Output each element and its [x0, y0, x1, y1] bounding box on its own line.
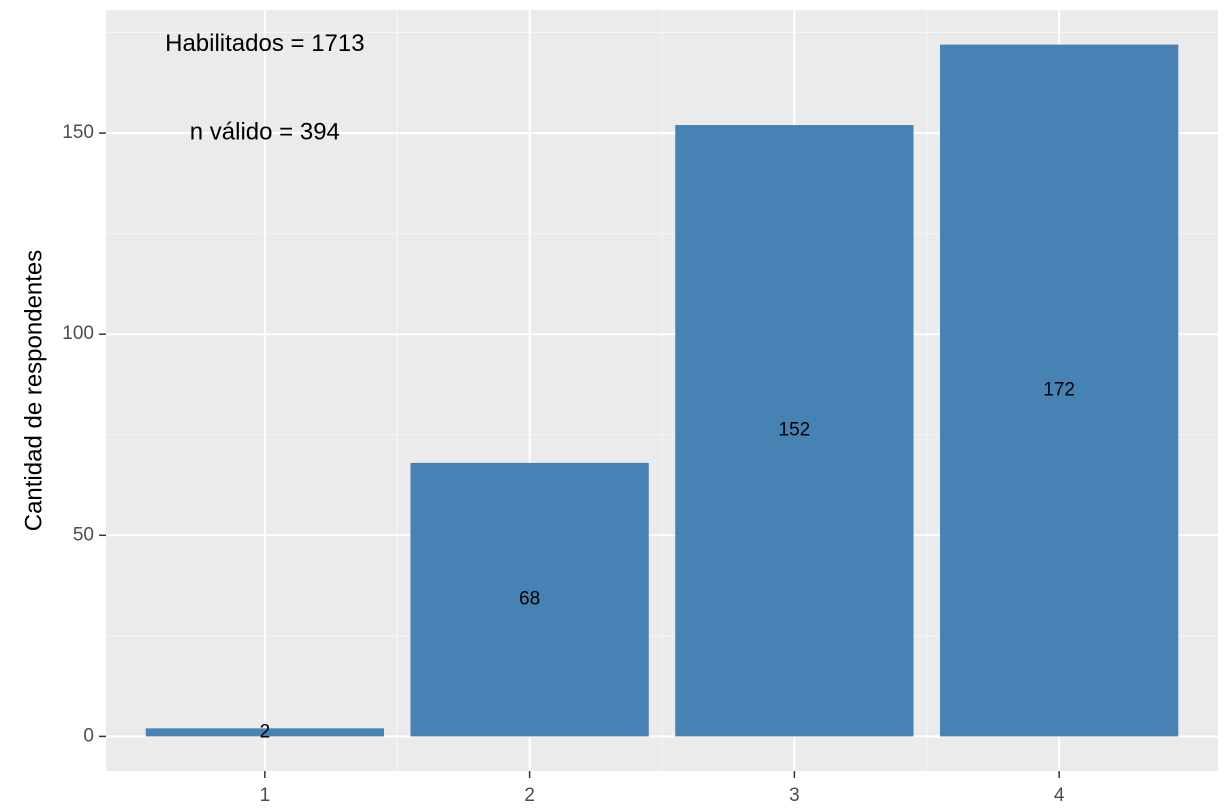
annotations: Habilitados = 1713 n válido = 394 — [165, 30, 364, 145]
bars — [145, 44, 1179, 737]
minor-gridlines — [106, 10, 1218, 771]
x-axis: 1 2 3 4 — [260, 771, 1065, 806]
bar-value-label: 68 — [519, 589, 540, 610]
bar-1 — [145, 728, 384, 737]
y-tick-label: 50 — [73, 524, 94, 545]
bar-value-label: 172 — [1043, 380, 1075, 401]
y-axis: 0 50 100 150 — [62, 122, 106, 746]
y-tick-label: 0 — [83, 725, 94, 746]
bar-2 — [410, 462, 649, 737]
x-tick-label: 1 — [260, 785, 271, 806]
annotation-n-valido: n válido = 394 — [190, 118, 340, 145]
x-tick-label: 2 — [524, 785, 535, 806]
x-tick-label: 4 — [1054, 785, 1065, 806]
bar-value-label: 152 — [779, 420, 811, 441]
bar-4 — [940, 44, 1179, 737]
bar-labels: 2 68 152 172 — [260, 380, 1075, 743]
bar-3 — [675, 125, 914, 737]
x-tick-label: 3 — [789, 785, 800, 806]
bar-value-label: 2 — [260, 721, 271, 742]
annotation-habilitados: Habilitados = 1713 — [165, 30, 364, 57]
y-tick-label: 150 — [62, 122, 94, 143]
y-axis-title: Cantidad de respondentes — [20, 250, 47, 532]
y-tick-label: 100 — [62, 323, 94, 344]
